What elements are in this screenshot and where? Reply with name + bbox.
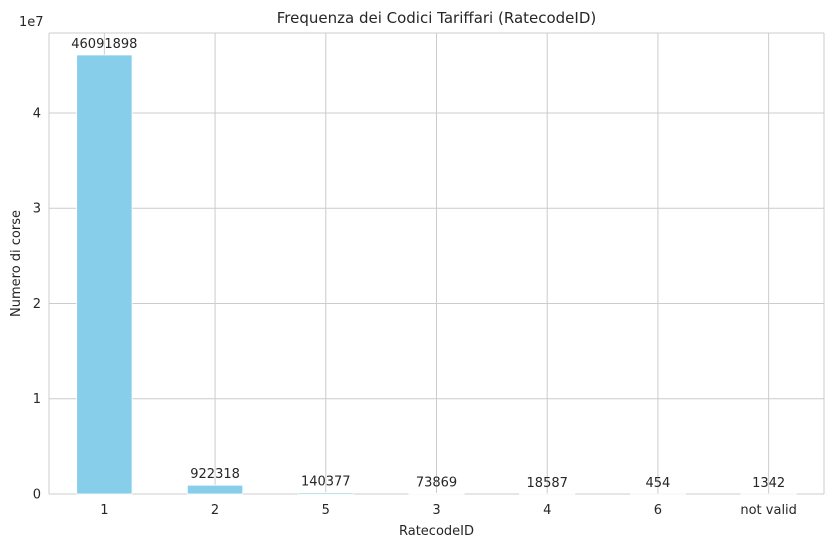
y-tick-label: 4 (33, 106, 41, 121)
bar (408, 492, 465, 495)
y-tick-label: 3 (33, 202, 41, 217)
bar-value-label: 922318 (190, 467, 240, 482)
x-tick-label: 2 (211, 503, 219, 518)
x-axis-label: RatecodeID (399, 524, 474, 539)
y-axis-ticks: 0 1 2 3 4 (33, 106, 41, 502)
x-axis-ticks: 1 2 5 3 4 6 not valid (100, 503, 797, 518)
x-tick-label: 5 (322, 503, 330, 518)
y-tick-label: 2 (33, 297, 41, 312)
data-labels: 46091898 922318 140377 73869 18587 454 1342 (71, 37, 785, 491)
bar-value-label: 18587 (527, 476, 568, 491)
bar-value-label: 454 (646, 476, 671, 491)
bar (297, 492, 354, 495)
bar (76, 54, 133, 495)
x-tick-label: 4 (543, 503, 551, 518)
y-axis-offset-text: 1e7 (19, 15, 44, 30)
y-tick-label: 0 (33, 488, 41, 503)
bar-value-label: 46091898 (71, 37, 137, 52)
chart-title: Frequenza dei Codici Tariffari (Ratecode… (277, 9, 597, 27)
bar-value-label: 73869 (416, 475, 457, 490)
x-tick-label: not valid (740, 503, 797, 518)
x-tick-label: 6 (654, 503, 662, 518)
y-axis-label: Numero di corse (9, 210, 24, 317)
bar-value-label: 140377 (301, 475, 351, 490)
x-tick-label: 1 (100, 503, 108, 518)
bar (186, 484, 244, 495)
bars (76, 54, 797, 495)
y-tick-label: 1 (33, 392, 41, 407)
bar-value-label: 1342 (752, 476, 785, 491)
x-tick-label: 3 (432, 503, 440, 518)
